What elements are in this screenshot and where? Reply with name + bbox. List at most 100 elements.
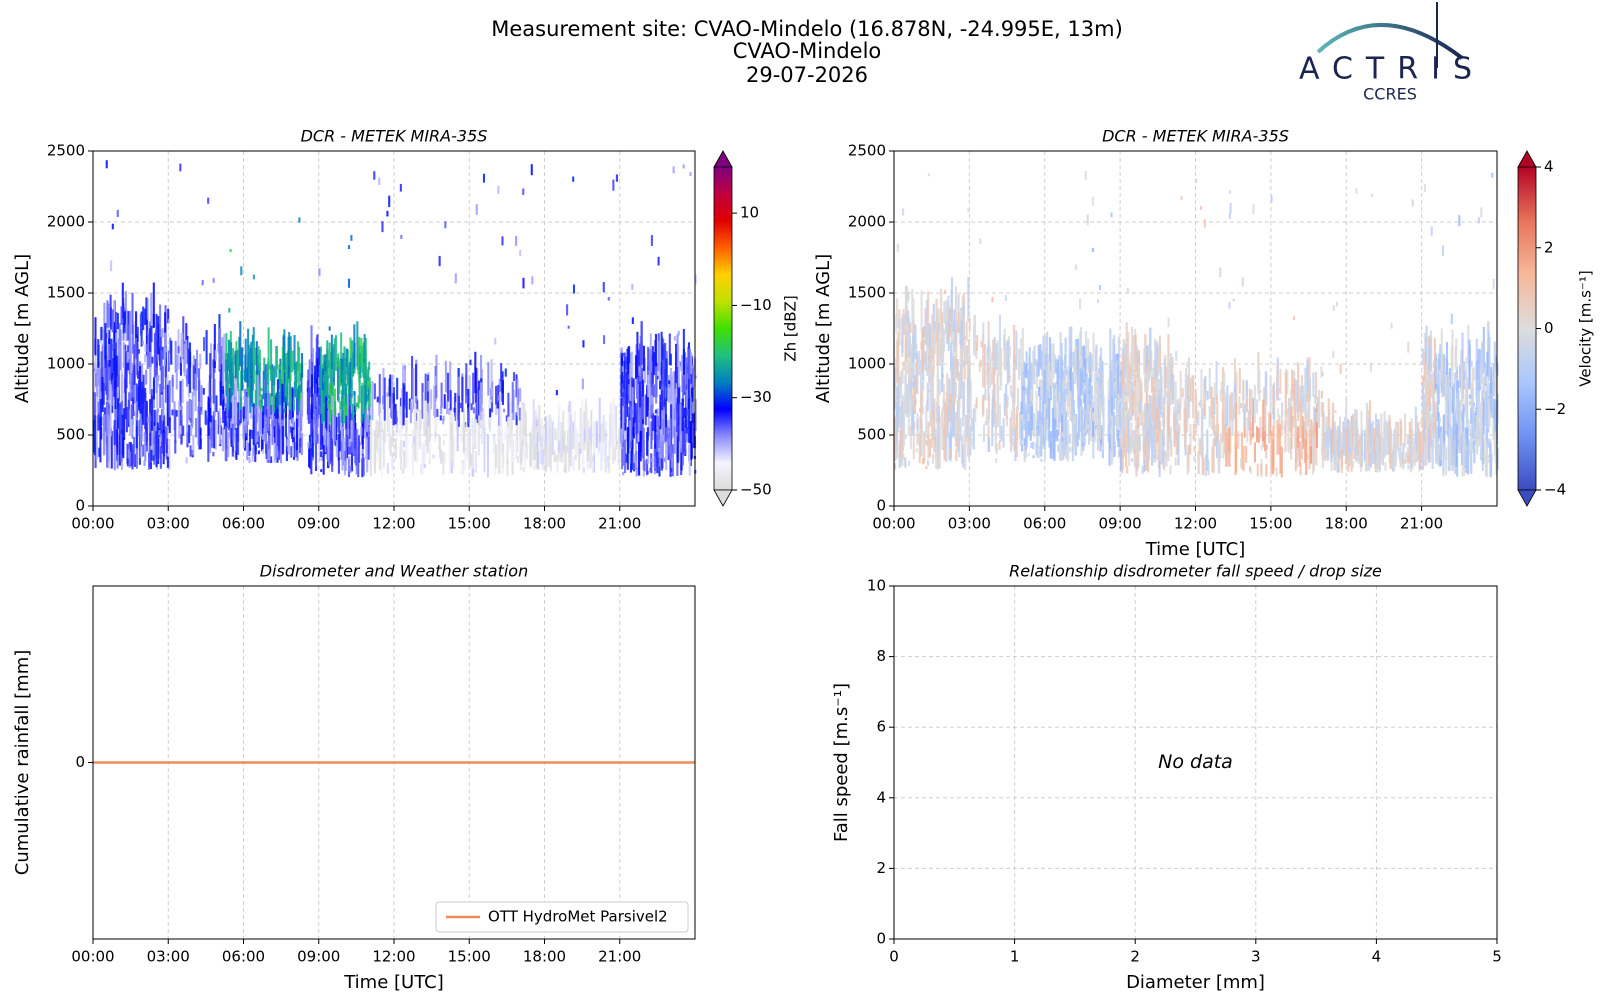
echo-streak [1258, 370, 1261, 402]
echo-streak [263, 357, 266, 369]
echo-streak [156, 409, 159, 431]
echo-streak [298, 438, 302, 454]
echo-streak [988, 346, 991, 369]
echo-streak [1220, 433, 1223, 443]
echo-streak [1374, 456, 1377, 466]
echo-streak [183, 344, 186, 377]
echo-streak [1332, 304, 1335, 311]
echo-streak [1040, 380, 1043, 400]
echo-streak [1455, 430, 1458, 467]
echo-streak [556, 431, 560, 442]
echo-streak [680, 452, 683, 471]
echo-streak [638, 343, 642, 367]
colorbar-label: Zh [dBZ] [782, 295, 800, 361]
echo-streak [943, 427, 946, 461]
echo-streak [924, 308, 927, 345]
echo-streak [1296, 447, 1299, 459]
echo-streak [1099, 386, 1102, 415]
echo-streak [622, 352, 625, 357]
echo-streak [1316, 397, 1319, 423]
echo-streak [1036, 425, 1039, 429]
x-tick-label: 0 [889, 948, 899, 966]
echo-streak [1320, 366, 1323, 378]
echo-streak [1169, 362, 1172, 368]
echo-streak [247, 387, 250, 397]
echo-streak [1020, 444, 1024, 452]
echo-streak [520, 408, 523, 446]
echo-streak [1233, 387, 1236, 393]
echo-streak [688, 348, 691, 379]
echo-streak [656, 375, 659, 380]
echo-streak [1421, 382, 1424, 413]
echo-streak [647, 346, 650, 371]
echo-streak [913, 422, 916, 430]
echo-streak [1298, 441, 1301, 467]
echo-streak [1388, 418, 1391, 463]
echo-streak [411, 430, 414, 476]
echo-streak [983, 343, 986, 388]
echo-streak [1097, 299, 1100, 303]
echo-streak [255, 370, 258, 407]
echo-streak [351, 403, 354, 423]
echo-streak [1303, 421, 1306, 464]
echo-streak [1032, 441, 1035, 450]
echo-streak [131, 324, 134, 354]
echo-streak [595, 420, 598, 448]
echo-streak [434, 376, 437, 386]
echo-streak [1029, 388, 1033, 402]
echo-streak [650, 421, 653, 450]
echo-streak [1085, 381, 1089, 423]
echo-streak [909, 381, 913, 394]
echo-streak [598, 397, 601, 443]
echo-streak [959, 327, 962, 345]
echo-streak [285, 352, 288, 387]
echo-streak [908, 335, 912, 358]
echo-streak [603, 456, 607, 463]
echo-streak [692, 364, 695, 369]
echo-streak [1208, 367, 1211, 399]
echo-streak [309, 406, 312, 424]
echo-streak [323, 405, 326, 421]
echo-streak [442, 415, 445, 421]
echo-streak [275, 418, 278, 460]
echo-streak [1343, 427, 1346, 456]
echo-streak [1400, 426, 1403, 445]
echo-streak [212, 451, 215, 457]
echo-streak [906, 309, 909, 354]
echo-streak [1132, 391, 1135, 415]
echo-streak [1451, 329, 1454, 372]
echo-streak [1232, 298, 1235, 302]
echo-streak [1109, 420, 1112, 425]
echo-streak [1181, 388, 1184, 398]
echo-streak [402, 469, 405, 474]
echo-streak [991, 296, 994, 303]
echo-streak [1010, 410, 1013, 433]
echo-streak [1276, 384, 1279, 393]
echo-streak [1242, 446, 1245, 472]
echo-streak [300, 433, 304, 456]
echo-streak [492, 447, 495, 454]
echo-streak [1462, 403, 1465, 423]
echo-streak [368, 424, 371, 455]
echo-streak [338, 360, 341, 385]
x-tick-label: 15:00 [448, 948, 491, 966]
echo-streak [909, 397, 912, 413]
echo-streak [918, 433, 921, 464]
echo-streak [156, 354, 159, 361]
echo-streak [572, 176, 575, 182]
echo-streak [1270, 446, 1273, 474]
y-tick-label: 0 [876, 497, 886, 515]
echo-streak [1253, 442, 1257, 463]
echo-streak [685, 357, 688, 368]
echo-streak [1369, 423, 1372, 468]
echo-streak [495, 386, 498, 405]
echo-streak [157, 315, 160, 355]
echo-streak [111, 309, 114, 333]
echo-streak [506, 458, 509, 464]
echo-streak [1334, 409, 1337, 413]
echo-streak [682, 375, 685, 402]
echo-streak [986, 371, 989, 385]
echo-streak [1327, 398, 1330, 443]
echo-streak [333, 388, 336, 420]
echo-streak [1279, 369, 1282, 394]
